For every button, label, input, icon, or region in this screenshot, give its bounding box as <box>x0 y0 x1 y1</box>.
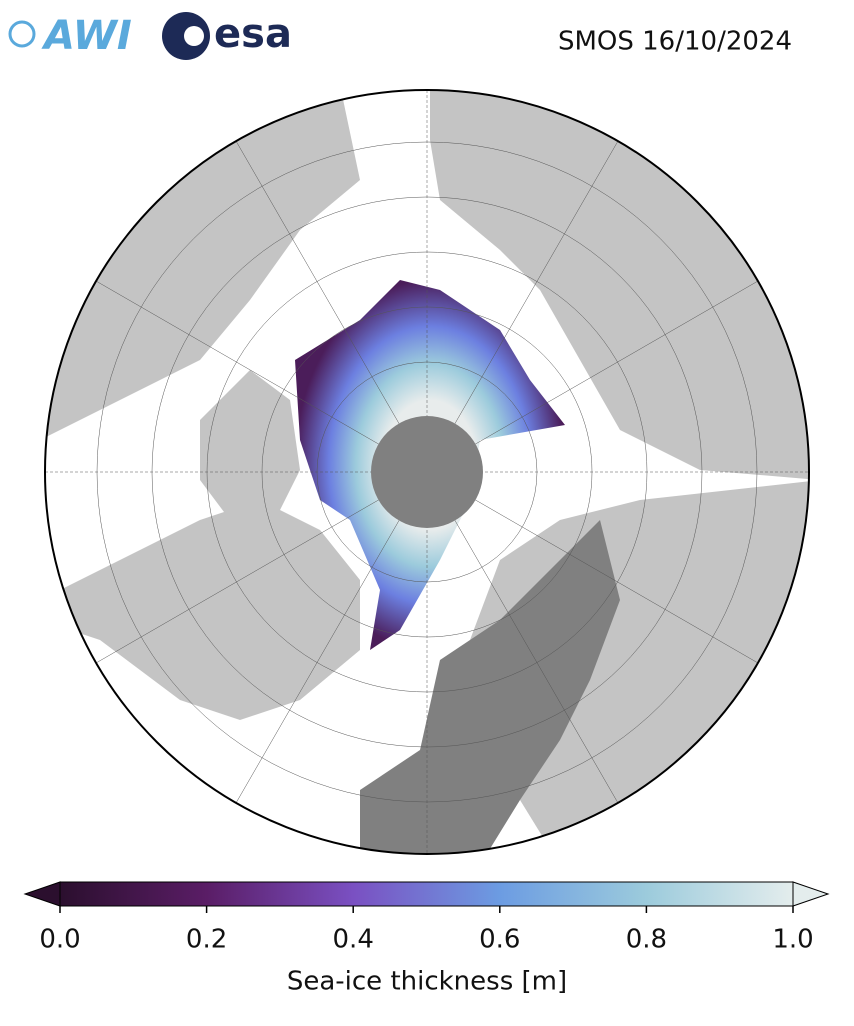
logos: AWI esa <box>8 11 292 60</box>
colorbar-body <box>59 881 794 907</box>
colorbar-tick-label: 0.2 <box>186 925 227 955</box>
colorbar <box>23 881 830 907</box>
esa-logo: esa <box>214 11 292 57</box>
pole-hole <box>371 416 483 528</box>
colorbar-tick-label: 0.8 <box>626 925 667 955</box>
colorbar-extend-high <box>792 881 830 907</box>
colorbar-tick-label: 1.0 <box>772 925 813 955</box>
map-title: SMOS 16/10/2024 <box>558 27 792 57</box>
awi-mark <box>8 20 36 48</box>
colorbar-tick-label: 0.0 <box>39 925 80 955</box>
colorbar-tick-label: 0.4 <box>333 925 374 955</box>
colorbar-label: Sea-ice thickness [m] <box>287 967 567 997</box>
land-shaded <box>360 520 620 854</box>
map-border <box>44 89 810 855</box>
awi-logo: AWI <box>41 13 132 59</box>
esa-mark-inner <box>184 26 204 46</box>
land <box>45 500 360 720</box>
colorbar-extend-low <box>23 881 61 907</box>
colorbar-tick-label: 0.6 <box>479 925 520 955</box>
